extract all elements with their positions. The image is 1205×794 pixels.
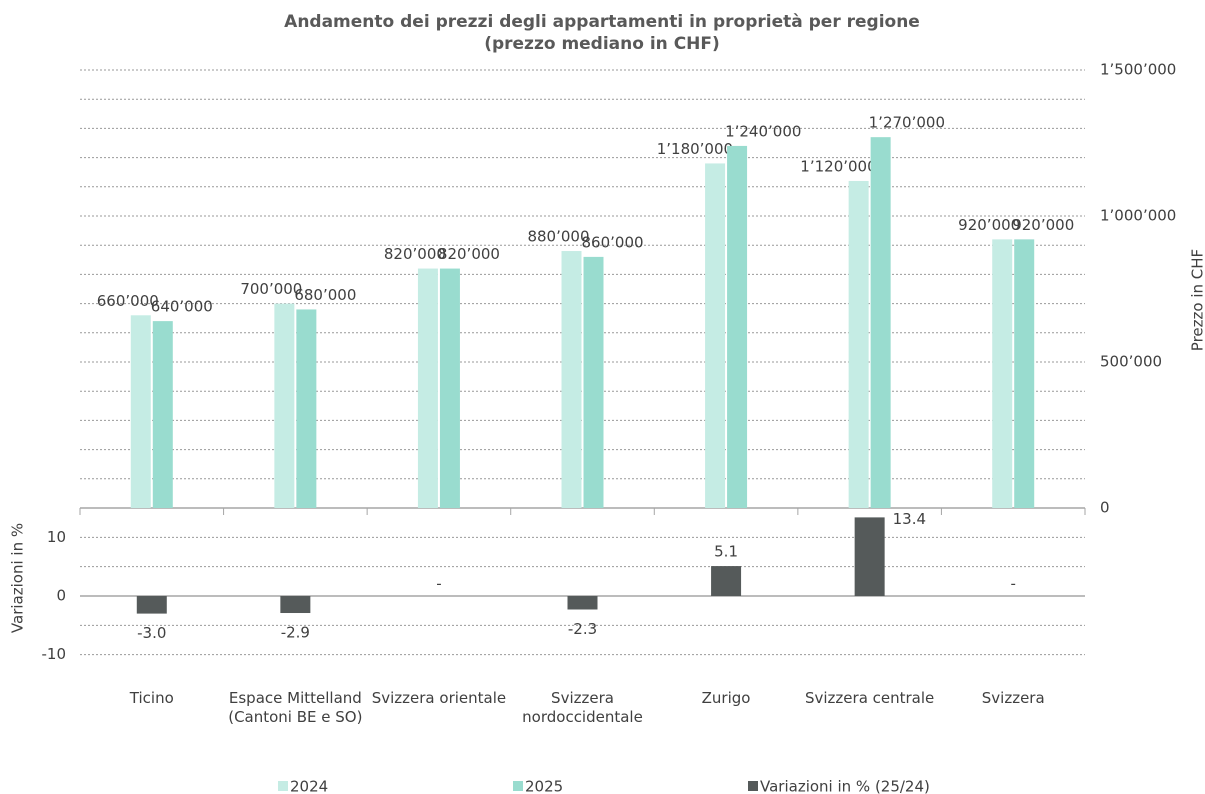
y-tick-label: -10: [42, 645, 67, 663]
value-label: 820’000: [438, 245, 500, 263]
value-label: 880’000: [527, 228, 589, 246]
legend-label: 2024: [290, 778, 328, 794]
bar: [583, 256, 604, 508]
y-tick-label: 500’000: [1100, 353, 1162, 371]
legend-swatch: [748, 781, 758, 791]
value-label: 920’000: [1012, 216, 1074, 234]
value-label: 13.4: [893, 510, 926, 528]
value-label: 920’000: [958, 216, 1020, 234]
legend-swatch: [278, 781, 288, 791]
bar: [992, 239, 1013, 509]
value-label: 860’000: [582, 233, 644, 251]
legend-label: 2025: [525, 778, 563, 794]
chart-title: Andamento dei prezzi degli appartamenti …: [284, 12, 920, 32]
bar: [152, 321, 173, 508]
value-label: 1’270’000: [869, 114, 945, 132]
bar: [417, 268, 438, 508]
value-label: 700’000: [240, 280, 302, 298]
bar: [870, 137, 891, 508]
chart-subtitle: (prezzo mediano in CHF): [484, 34, 720, 54]
x-tick-label: Svizzera: [981, 689, 1045, 707]
bar: [280, 596, 311, 614]
value-label: -: [436, 575, 441, 593]
x-tick-label: Svizzera centrale: [804, 689, 935, 707]
bar: [136, 596, 167, 614]
value-label: -2.3: [568, 620, 597, 638]
bar: [296, 309, 317, 508]
x-tick-label: Svizzera nordoccidentale: [522, 689, 643, 726]
y-tick-label: 1’500’000: [1100, 61, 1176, 79]
value-label: -2.9: [281, 624, 310, 642]
value-label: 1’180’000: [657, 140, 733, 158]
value-label: -3.0: [137, 624, 166, 642]
x-tick-label: Ticino: [129, 689, 174, 707]
value-label: 1’120’000: [800, 157, 876, 175]
y-tick-label: 1’000’000: [1100, 207, 1176, 225]
bar: [567, 596, 598, 610]
bar: [130, 315, 151, 508]
x-tick-label: Espace Mittelland (Cantoni BE e SO): [228, 689, 363, 726]
value-label: 820’000: [384, 245, 446, 263]
legend-label: Variazioni in % (25/24): [760, 778, 930, 794]
y-tick-label: 0: [1100, 499, 1110, 517]
bar: [1014, 239, 1035, 509]
bar: [439, 268, 460, 508]
value-label: 640’000: [151, 298, 213, 316]
y-tick-label: 0: [56, 587, 66, 605]
bar: [711, 566, 742, 596]
x-tick-label: Zurigo: [701, 689, 751, 707]
y-axis-label: Prezzo in CHF: [1189, 249, 1205, 351]
bar: [561, 251, 582, 509]
value-label: 660’000: [97, 292, 159, 310]
value-label: -: [1011, 575, 1016, 593]
value-label: 1’240’000: [725, 122, 801, 140]
bar: [274, 303, 295, 508]
value-label: 5.1: [714, 543, 738, 561]
bar: [848, 180, 869, 508]
bar: [727, 145, 748, 509]
legend-swatch: [513, 781, 523, 791]
bar: [705, 163, 726, 508]
bar: [854, 517, 885, 596]
x-tick-label: Svizzera orientale: [371, 689, 507, 707]
y-axis-label: Variazioni in %: [9, 523, 27, 633]
y-tick-label: 10: [47, 528, 66, 546]
value-label: 680’000: [294, 286, 356, 304]
